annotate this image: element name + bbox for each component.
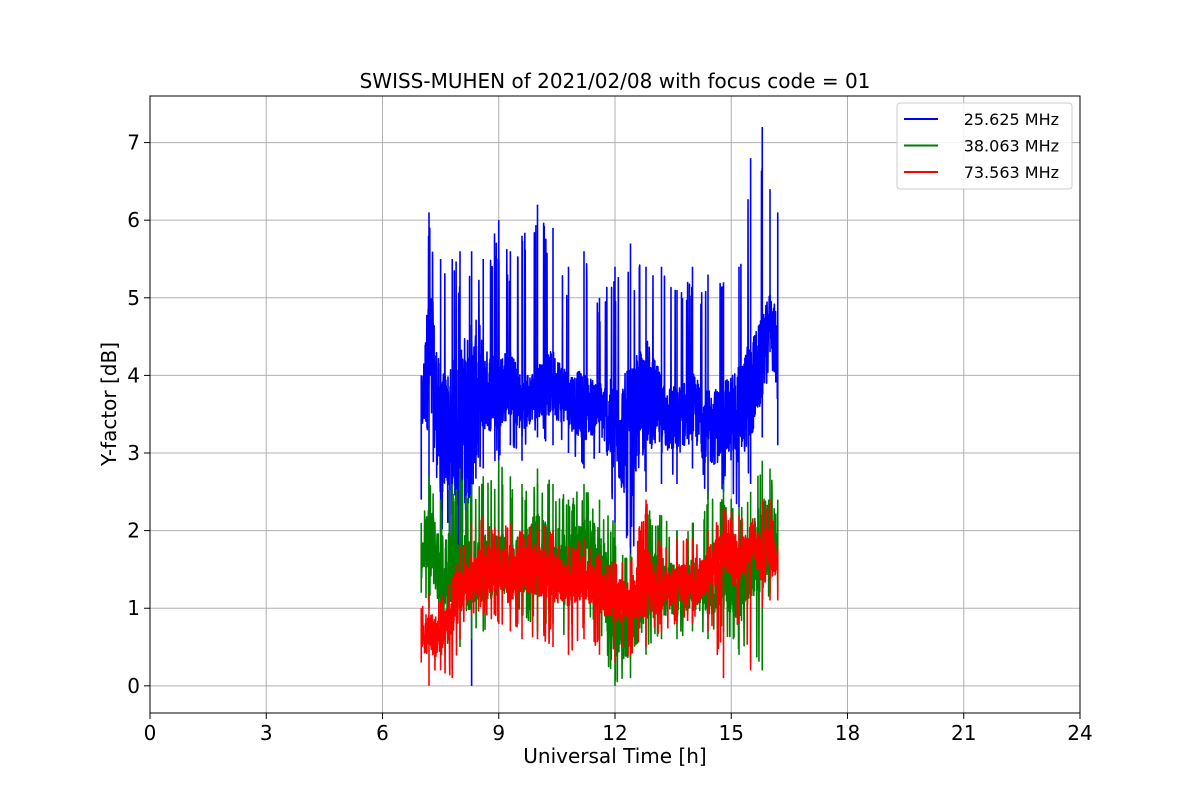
y-tick-label: 4 bbox=[127, 363, 140, 387]
x-tick-label: 6 bbox=[376, 721, 389, 745]
x-tick-label: 15 bbox=[719, 721, 744, 745]
series-73-563-mhz bbox=[420, 499, 779, 686]
series-25-625-mhz bbox=[420, 127, 779, 686]
y-axis-label: Y-factor [dB] bbox=[97, 342, 121, 467]
y-tick-label: 5 bbox=[127, 286, 140, 310]
x-axis-label: Universal Time [h] bbox=[523, 744, 706, 768]
y-tick-label: 6 bbox=[127, 208, 140, 232]
legend-label-25-625-mhz: 25.625 MHz bbox=[964, 110, 1059, 129]
data-series bbox=[420, 127, 779, 686]
chart-title: SWISS-MUHEN of 2021/02/08 with focus cod… bbox=[360, 69, 871, 93]
legend-label-38-063-mhz: 38.063 MHz bbox=[964, 137, 1059, 156]
x-tick-label: 0 bbox=[144, 721, 157, 745]
x-tick-label: 12 bbox=[602, 721, 627, 745]
legend: 25.625 MHz 38.063 MHz 73.563 MHz bbox=[896, 102, 1073, 190]
legend-box bbox=[896, 102, 1073, 190]
legend-label-73-563-mhz: 73.563 MHz bbox=[964, 163, 1059, 182]
x-tick-label: 24 bbox=[1067, 721, 1092, 745]
x-tick-label: 9 bbox=[492, 721, 505, 745]
y-tick-label: 7 bbox=[127, 131, 140, 155]
y-tick-label: 2 bbox=[127, 519, 140, 543]
y-tick-label: 1 bbox=[127, 596, 140, 620]
x-tick-label: 18 bbox=[835, 721, 860, 745]
x-tick-label: 21 bbox=[951, 721, 976, 745]
y-tick-label: 3 bbox=[127, 441, 140, 465]
x-tick-label: 3 bbox=[260, 721, 273, 745]
y-tick-label: 0 bbox=[127, 674, 140, 698]
